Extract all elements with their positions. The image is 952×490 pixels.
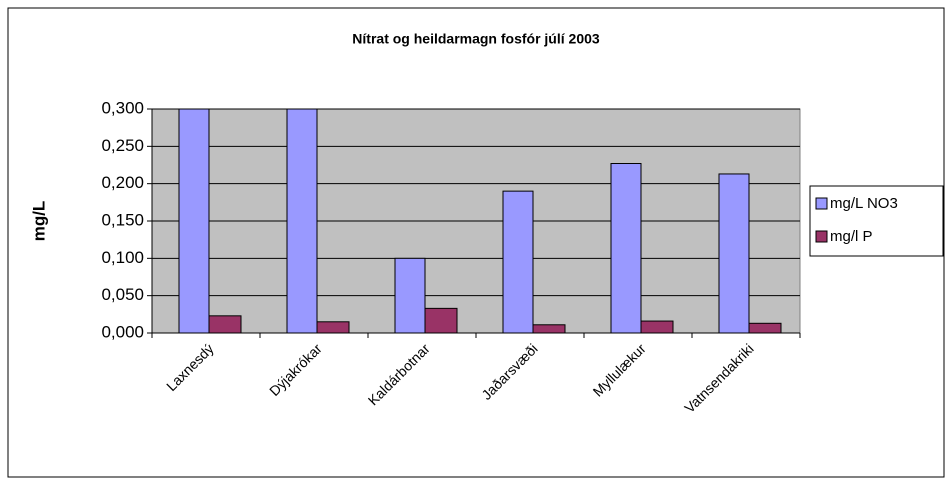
y-tick-label: 0,250 bbox=[101, 136, 144, 155]
legend-label: mg/L NO3 bbox=[830, 195, 898, 212]
legend-swatch bbox=[815, 230, 828, 243]
y-tick-label: 0,300 bbox=[101, 98, 144, 117]
bar bbox=[640, 320, 674, 334]
y-tick-label: 0,050 bbox=[101, 285, 144, 304]
bar bbox=[178, 108, 210, 334]
y-tick-label: 0,200 bbox=[101, 173, 144, 192]
y-tick-label: 0,000 bbox=[101, 322, 144, 341]
bar bbox=[718, 173, 750, 334]
legend-label: mg/l P bbox=[830, 228, 873, 245]
y-axis-title: mg/L bbox=[29, 201, 48, 242]
bar bbox=[394, 257, 426, 334]
bar bbox=[748, 322, 782, 334]
bar bbox=[610, 163, 642, 334]
bar bbox=[424, 307, 458, 334]
bar bbox=[286, 108, 318, 334]
bar bbox=[208, 315, 242, 334]
chart-title: Nítrat og heildarmagn fosfór júlí 2003 bbox=[352, 31, 600, 47]
y-tick-label: 0,100 bbox=[101, 248, 144, 267]
legend-box bbox=[809, 185, 944, 257]
bar bbox=[532, 324, 566, 334]
y-tick-label: 0,150 bbox=[101, 210, 144, 229]
legend-swatch bbox=[815, 197, 828, 210]
bar bbox=[316, 321, 350, 334]
bar bbox=[502, 190, 534, 334]
